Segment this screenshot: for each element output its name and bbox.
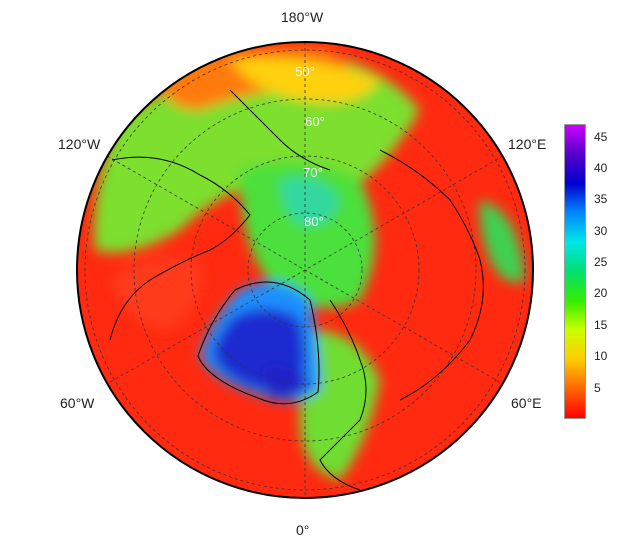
region-central-arctic xyxy=(240,162,375,308)
lat-label-70: 70° xyxy=(303,165,323,180)
meridian-120e-60w xyxy=(106,155,504,385)
lon-label-120w: 120°W xyxy=(58,136,101,152)
region-scandinavia xyxy=(300,330,380,480)
coast-greenland xyxy=(197,281,320,405)
coast-alaska-chukotka xyxy=(229,89,331,171)
lon-label-60w: 60°W xyxy=(60,395,95,411)
coast-siberia xyxy=(379,149,484,401)
colorbar-tick-label: 15 xyxy=(594,317,608,332)
coastlines xyxy=(109,89,484,491)
lon-label-180w: 180°W xyxy=(281,9,324,25)
lon-label-0: 0° xyxy=(296,522,310,538)
map-boundary xyxy=(76,41,534,499)
colorbar-tick-label: 10 xyxy=(594,349,608,364)
colorbar-tick-label: 5 xyxy=(594,380,601,395)
lat-label-50: 50° xyxy=(295,64,315,79)
colorbar-tick-label: 45 xyxy=(594,129,608,144)
colorbar-tick-label: 30 xyxy=(594,223,608,238)
lat-circle-80 xyxy=(247,212,363,328)
colorbar-tick-label: 25 xyxy=(594,255,608,270)
coast-north-america xyxy=(109,156,251,341)
graticule xyxy=(84,42,526,498)
lat-label-80: 80° xyxy=(304,214,324,229)
lon-label-120e: 120°E xyxy=(508,136,547,152)
region-greenland-south xyxy=(262,364,310,399)
lat-circle-50 xyxy=(84,49,526,491)
region-hudson xyxy=(110,257,202,330)
colorbar-tick-label: 20 xyxy=(594,286,608,301)
lat-label-60: 60° xyxy=(305,114,325,129)
colorbar-tick-label: 35 xyxy=(594,192,608,207)
latitude-labels: 50° 60° 70° 80° xyxy=(295,64,325,229)
coast-scandinavia xyxy=(319,299,367,491)
region-east-edge xyxy=(479,200,525,283)
colorbar-tick-label: 40 xyxy=(594,160,608,175)
colorbar xyxy=(564,124,586,419)
lon-label-60e: 60°E xyxy=(511,395,542,411)
